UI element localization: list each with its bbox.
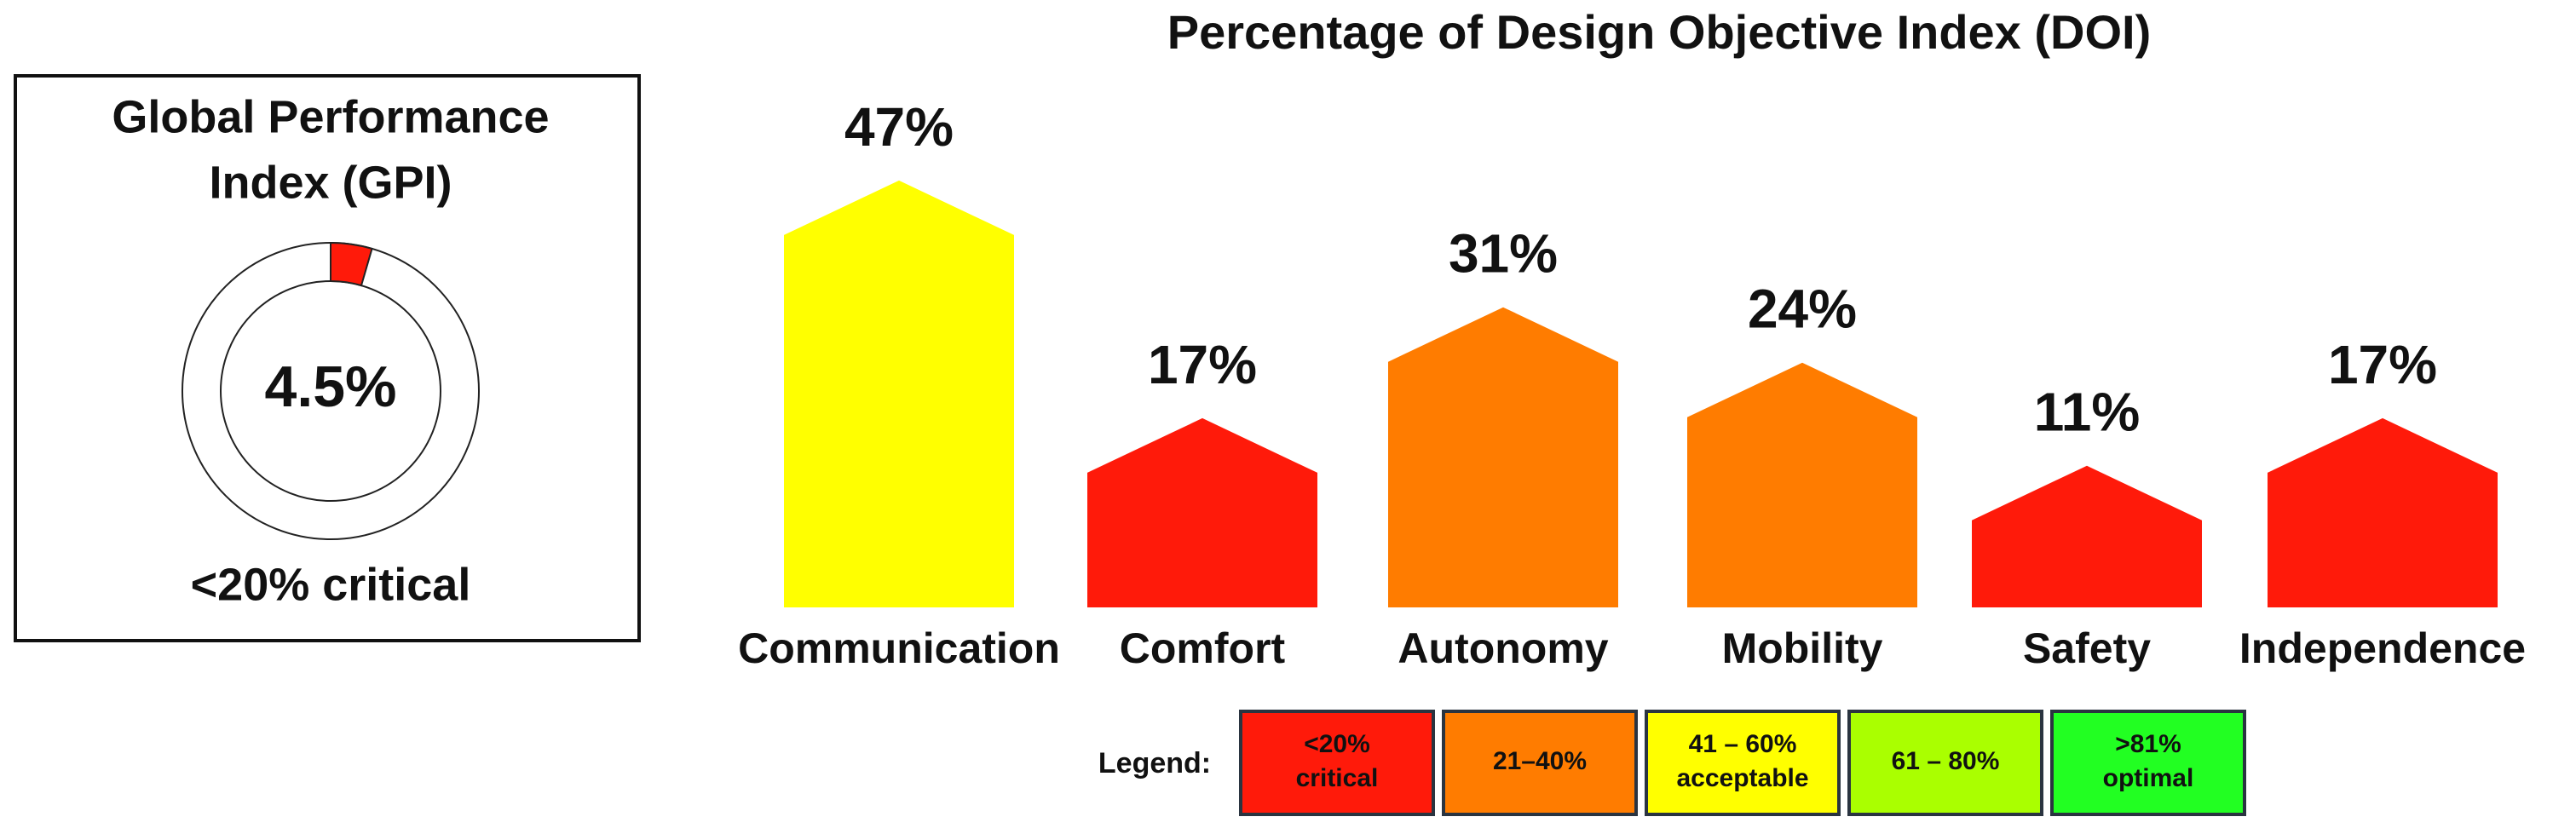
gpi-title: Global Performance	[112, 91, 549, 142]
category-label: Independence	[2239, 624, 2526, 672]
gpi-caption: <20% critical	[191, 559, 471, 610]
legend-label: 61 – 80%	[1892, 747, 2000, 775]
category-label: Communication	[738, 624, 1060, 672]
legend-swatch	[1239, 710, 1435, 816]
value-label: 24%	[1748, 279, 1857, 340]
legend-label: optimal	[2103, 764, 2194, 792]
legend-label: <20%	[1304, 730, 1370, 758]
legend-swatch	[1442, 710, 1638, 816]
legend-label: critical	[1296, 764, 1379, 792]
donut-segment	[330, 241, 373, 287]
legend-label: >81%	[2115, 730, 2181, 758]
bar	[784, 180, 1014, 607]
donut-value: 4.5%	[265, 354, 397, 419]
legend-swatch	[1645, 710, 1841, 816]
value-label: 11%	[2034, 382, 2141, 443]
value-label: 17%	[1148, 334, 1257, 395]
bar	[1972, 465, 2202, 607]
gpi-title: Index (GPI)	[209, 157, 452, 208]
category-label: Autonomy	[1397, 624, 1608, 672]
legend-swatch	[1847, 710, 2043, 816]
legend-label: 21–40%	[1493, 747, 1587, 775]
legend-swatch	[2050, 710, 2246, 816]
value-label: 31%	[1449, 223, 1558, 285]
bar	[2268, 417, 2498, 607]
legend-label: 41 – 60%	[1689, 730, 1797, 758]
legend-title: Legend:	[1098, 747, 1211, 779]
legend-label: acceptable	[1676, 764, 1808, 792]
category-label: Comfort	[1120, 624, 1286, 672]
bar	[1087, 417, 1317, 607]
category-label: Safety	[2023, 624, 2151, 672]
chart-title: Percentage of Design Objective Index (DO…	[1167, 5, 2152, 59]
value-label: 17%	[2328, 334, 2437, 395]
category-label: Mobility	[1722, 624, 1883, 672]
bar	[1687, 362, 1917, 607]
value-label: 47%	[844, 96, 954, 158]
bar	[1388, 307, 1618, 607]
